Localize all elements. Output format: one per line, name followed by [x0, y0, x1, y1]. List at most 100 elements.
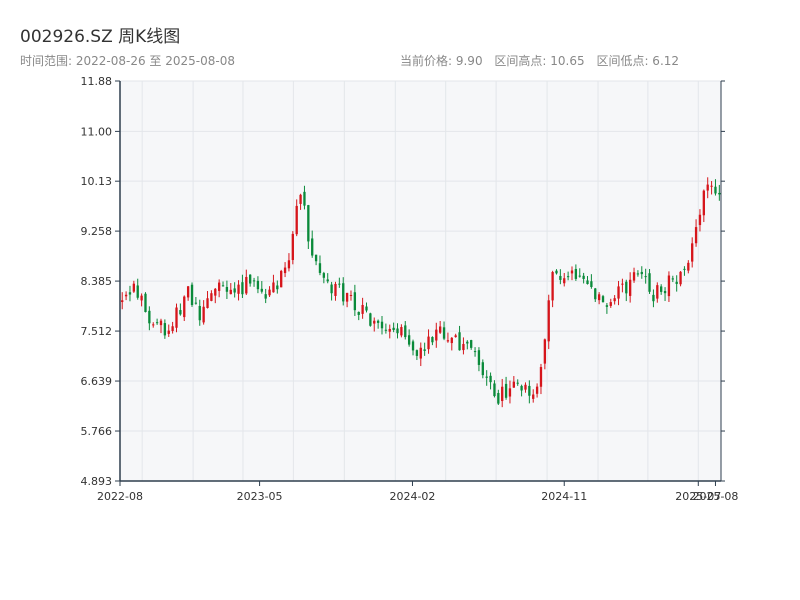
y-tick-label: 6.639	[81, 375, 113, 388]
candle	[485, 370, 488, 386]
candle	[140, 293, 143, 307]
candle	[555, 269, 558, 275]
candle-body	[601, 296, 605, 303]
candle	[334, 281, 337, 301]
candle-body	[485, 376, 488, 378]
candle	[617, 280, 620, 306]
y-tick-label: 10.13	[81, 175, 113, 188]
candle	[435, 322, 438, 348]
candle-body	[644, 276, 647, 278]
candle-body	[656, 285, 659, 299]
x-tick-label: 2025-07	[675, 490, 721, 503]
candle-body	[268, 289, 271, 296]
candle	[501, 378, 504, 408]
candle-body	[280, 270, 283, 288]
candle	[683, 266, 686, 276]
candle	[613, 295, 616, 305]
candle	[221, 281, 225, 287]
candle	[152, 322, 155, 328]
candle	[559, 269, 562, 285]
candle	[663, 287, 667, 302]
candle	[291, 231, 294, 265]
candle-body	[210, 293, 213, 301]
candle-body	[671, 278, 674, 280]
y-tick-label: 11.88	[81, 75, 113, 88]
candle-body	[566, 276, 570, 278]
candle-body	[225, 286, 229, 292]
candle	[167, 324, 170, 337]
candle	[124, 291, 128, 301]
candle	[477, 347, 481, 372]
candle-body	[605, 305, 609, 307]
candle-body	[667, 275, 671, 297]
candle	[543, 338, 547, 370]
candle	[400, 324, 403, 338]
candle	[590, 274, 593, 289]
candle	[128, 285, 132, 302]
candle-body	[272, 282, 275, 293]
candle	[183, 295, 186, 322]
candle	[241, 274, 244, 298]
candle	[702, 189, 705, 223]
candle	[295, 199, 298, 237]
candle	[551, 270, 554, 308]
candle	[373, 317, 376, 332]
candle	[260, 281, 263, 294]
candle-body	[586, 280, 589, 285]
candle	[419, 342, 422, 367]
candle-body	[694, 227, 698, 244]
y-tick-label: 5.766	[81, 425, 113, 438]
candle-body	[291, 233, 294, 261]
candle-body	[411, 341, 415, 351]
candle	[249, 274, 252, 287]
candle	[528, 380, 531, 404]
candle-body	[183, 296, 186, 318]
candle-body	[508, 388, 512, 397]
candle	[597, 292, 601, 305]
candle	[547, 294, 550, 350]
candle	[675, 275, 678, 292]
candle	[186, 285, 190, 301]
candle-body	[419, 347, 422, 359]
candle-body	[357, 311, 360, 315]
x-tick-label: 2024-02	[389, 490, 435, 503]
candle	[539, 363, 543, 395]
range-low-label: 区间低点: 6.12	[596, 54, 680, 68]
candle-body	[128, 292, 132, 295]
x-tick-label: 2022-08	[97, 490, 143, 503]
candle-body	[663, 291, 667, 294]
candle-body	[264, 294, 267, 299]
candle	[376, 319, 380, 329]
candle-body	[609, 302, 612, 306]
candle	[671, 275, 674, 283]
candle-body	[439, 326, 442, 333]
candle	[206, 291, 209, 309]
candle	[225, 280, 229, 300]
chart-title: 002926.SZ 周K线图	[20, 27, 181, 47]
candle-body	[342, 283, 345, 302]
candle-body	[144, 293, 147, 313]
candle-body	[303, 191, 306, 206]
candle-body	[582, 275, 585, 279]
candle	[338, 277, 341, 288]
candle-body	[179, 310, 182, 315]
candle	[121, 292, 124, 310]
candle	[194, 296, 198, 305]
candle-body	[648, 273, 651, 292]
candle-body	[140, 295, 143, 301]
candle-body	[326, 279, 329, 282]
x-tick-label: 2023-05	[237, 490, 283, 503]
candle	[392, 322, 395, 333]
range-high-label: 区间高点: 10.65	[494, 54, 585, 68]
candle	[609, 298, 612, 308]
candle-body	[675, 281, 678, 284]
candle-body	[512, 381, 515, 388]
candle-body	[396, 328, 399, 334]
candle-body	[555, 270, 558, 274]
candle-body	[373, 320, 376, 324]
candle	[155, 318, 159, 325]
candle-body	[442, 327, 446, 339]
candle	[214, 287, 217, 304]
candle-body	[404, 325, 407, 338]
